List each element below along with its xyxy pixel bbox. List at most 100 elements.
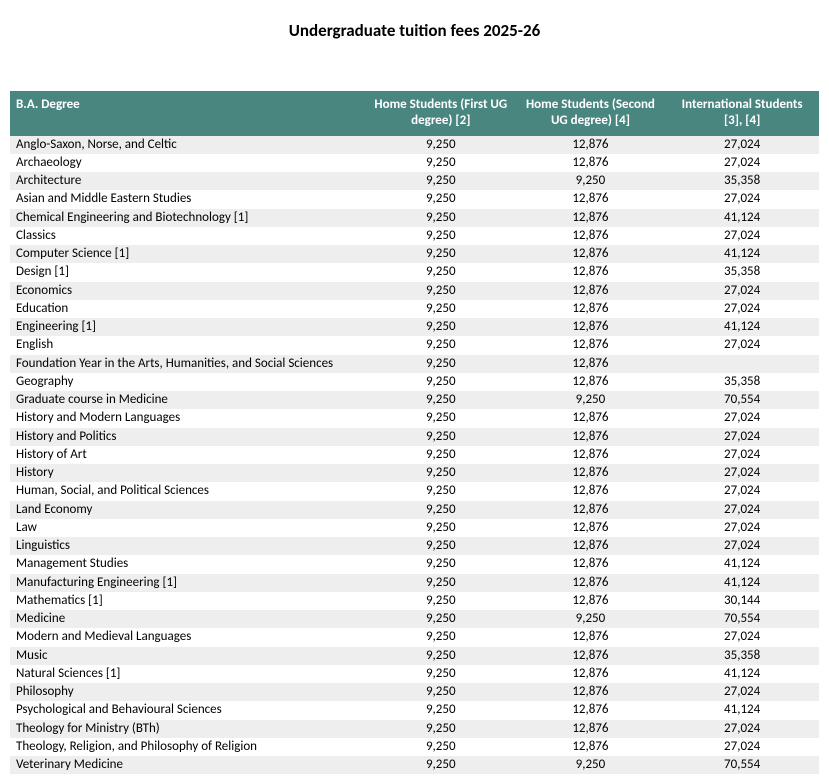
cell-degree: History and Modern Languages bbox=[10, 409, 366, 427]
cell-home-first: 9,250 bbox=[366, 519, 516, 537]
table-row: Design [1]9,25012,87635,358 bbox=[10, 263, 819, 281]
table-row: Architecture9,2509,25035,358 bbox=[10, 172, 819, 190]
cell-home-first: 9,250 bbox=[366, 245, 516, 263]
table-row: Natural Sciences [1]9,25012,87641,124 bbox=[10, 665, 819, 683]
cell-degree: Graduate course in Medicine bbox=[10, 391, 366, 409]
table-row: Philosophy9,25012,87627,024 bbox=[10, 683, 819, 701]
table-row: Veterinary Medicine9,2509,25070,554 bbox=[10, 756, 819, 774]
cell-international: 41,124 bbox=[665, 318, 819, 336]
cell-home-first: 9,250 bbox=[366, 391, 516, 409]
cell-international: 41,124 bbox=[665, 701, 819, 719]
table-row: History and Politics9,25012,87627,024 bbox=[10, 428, 819, 446]
cell-home-first: 9,250 bbox=[366, 464, 516, 482]
cell-home-first: 9,250 bbox=[366, 482, 516, 500]
cell-home-first: 9,250 bbox=[366, 300, 516, 318]
cell-international: 41,124 bbox=[665, 555, 819, 573]
cell-home-first: 9,250 bbox=[366, 647, 516, 665]
table-row: Medicine9,2509,25070,554 bbox=[10, 610, 819, 628]
cell-home-first: 9,250 bbox=[366, 136, 516, 154]
table-row: Foundation Year in the Arts, Humanities,… bbox=[10, 355, 819, 373]
cell-home-second: 12,876 bbox=[516, 701, 666, 719]
cell-home-second: 9,250 bbox=[516, 391, 666, 409]
table-header-row: B.A. Degree Home Students (First UG degr… bbox=[10, 91, 819, 136]
table-row: Land Economy9,25012,87627,024 bbox=[10, 501, 819, 519]
cell-home-first: 9,250 bbox=[366, 428, 516, 446]
cell-home-second: 12,876 bbox=[516, 190, 666, 208]
cell-home-second: 12,876 bbox=[516, 592, 666, 610]
col-header-degree: B.A. Degree bbox=[10, 91, 366, 136]
cell-home-first: 9,250 bbox=[366, 628, 516, 646]
cell-home-second: 12,876 bbox=[516, 665, 666, 683]
cell-home-second: 12,876 bbox=[516, 446, 666, 464]
cell-home-second: 9,250 bbox=[516, 610, 666, 628]
cell-home-first: 9,250 bbox=[366, 172, 516, 190]
cell-home-second: 12,876 bbox=[516, 720, 666, 738]
cell-international: 27,024 bbox=[665, 501, 819, 519]
cell-international: 35,358 bbox=[665, 373, 819, 391]
cell-international: 27,024 bbox=[665, 683, 819, 701]
cell-home-first: 9,250 bbox=[366, 227, 516, 245]
cell-degree: Music bbox=[10, 647, 366, 665]
cell-home-second: 12,876 bbox=[516, 537, 666, 555]
table-row: Economics9,25012,87627,024 bbox=[10, 282, 819, 300]
table-row: Theology for Ministry (BTh)9,25012,87627… bbox=[10, 720, 819, 738]
cell-degree: Classics bbox=[10, 227, 366, 245]
cell-degree: Mathematics [1] bbox=[10, 592, 366, 610]
table-body: Anglo-Saxon, Norse, and Celtic9,25012,87… bbox=[10, 136, 819, 775]
cell-degree: Natural Sciences [1] bbox=[10, 665, 366, 683]
cell-international: 27,024 bbox=[665, 428, 819, 446]
cell-international: 27,024 bbox=[665, 738, 819, 756]
table-row: History and Modern Languages9,25012,8762… bbox=[10, 409, 819, 427]
cell-home-first: 9,250 bbox=[366, 610, 516, 628]
cell-home-first: 9,250 bbox=[366, 318, 516, 336]
cell-home-second: 12,876 bbox=[516, 227, 666, 245]
table-row: Geography9,25012,87635,358 bbox=[10, 373, 819, 391]
table-row: Anglo-Saxon, Norse, and Celtic9,25012,87… bbox=[10, 136, 819, 154]
cell-home-first: 9,250 bbox=[366, 555, 516, 573]
cell-degree: Land Economy bbox=[10, 501, 366, 519]
cell-international: 27,024 bbox=[665, 519, 819, 537]
cell-international: 27,024 bbox=[665, 190, 819, 208]
cell-international: 27,024 bbox=[665, 720, 819, 738]
cell-home-first: 9,250 bbox=[366, 336, 516, 354]
cell-degree: Engineering [1] bbox=[10, 318, 366, 336]
cell-home-second: 9,250 bbox=[516, 172, 666, 190]
tuition-table: B.A. Degree Home Students (First UG degr… bbox=[10, 91, 819, 774]
table-row: Graduate course in Medicine9,2509,25070,… bbox=[10, 391, 819, 409]
cell-degree: Linguistics bbox=[10, 537, 366, 555]
cell-degree: Archaeology bbox=[10, 154, 366, 172]
cell-home-second: 12,876 bbox=[516, 318, 666, 336]
table-row: History9,25012,87627,024 bbox=[10, 464, 819, 482]
cell-home-second: 12,876 bbox=[516, 428, 666, 446]
cell-degree: Management Studies bbox=[10, 555, 366, 573]
cell-home-second: 12,876 bbox=[516, 154, 666, 172]
cell-international: 70,554 bbox=[665, 391, 819, 409]
cell-international: 70,554 bbox=[665, 610, 819, 628]
table-row: English9,25012,87627,024 bbox=[10, 336, 819, 354]
cell-home-first: 9,250 bbox=[366, 537, 516, 555]
cell-degree: Human, Social, and Political Sciences bbox=[10, 482, 366, 500]
col-header-home-second: Home Students (Second UG degree) [4] bbox=[516, 91, 666, 136]
table-row: Chemical Engineering and Biotechnology [… bbox=[10, 209, 819, 227]
cell-home-first: 9,250 bbox=[366, 355, 516, 373]
cell-international: 27,024 bbox=[665, 336, 819, 354]
table-row: Theology, Religion, and Philosophy of Re… bbox=[10, 738, 819, 756]
table-row: Classics9,25012,87627,024 bbox=[10, 227, 819, 245]
cell-degree: Computer Science [1] bbox=[10, 245, 366, 263]
cell-international: 41,124 bbox=[665, 209, 819, 227]
cell-degree: Asian and Middle Eastern Studies bbox=[10, 190, 366, 208]
table-row: Human, Social, and Political Sciences9,2… bbox=[10, 482, 819, 500]
cell-international: 27,024 bbox=[665, 136, 819, 154]
cell-home-second: 12,876 bbox=[516, 501, 666, 519]
cell-international: 27,024 bbox=[665, 464, 819, 482]
cell-home-first: 9,250 bbox=[366, 209, 516, 227]
cell-international: 27,024 bbox=[665, 446, 819, 464]
cell-home-second: 12,876 bbox=[516, 355, 666, 373]
cell-international: 30,144 bbox=[665, 592, 819, 610]
cell-international: 27,024 bbox=[665, 154, 819, 172]
table-row: Asian and Middle Eastern Studies9,25012,… bbox=[10, 190, 819, 208]
cell-degree: Medicine bbox=[10, 610, 366, 628]
cell-international: 70,554 bbox=[665, 756, 819, 774]
cell-degree: History of Art bbox=[10, 446, 366, 464]
cell-international bbox=[665, 355, 819, 373]
